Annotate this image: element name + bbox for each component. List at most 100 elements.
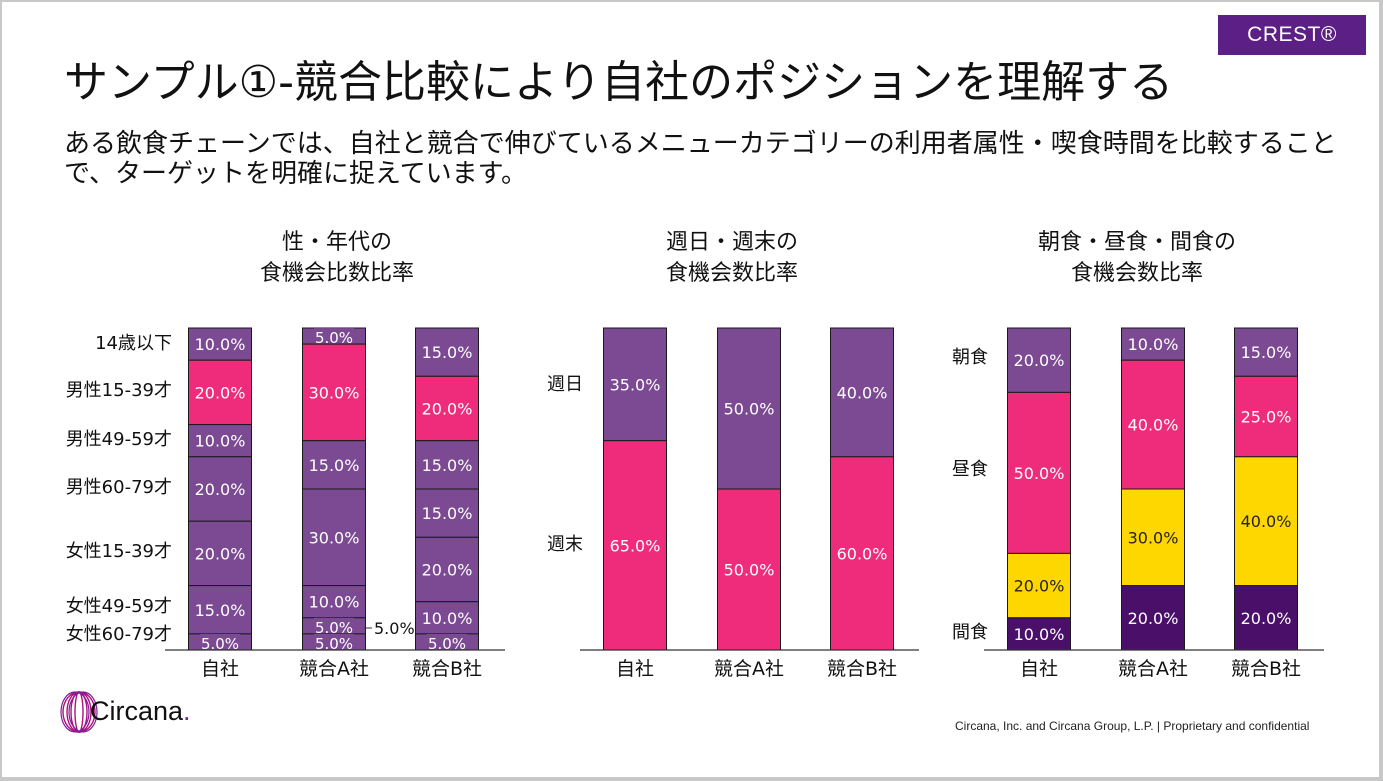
data-label: 15.0% xyxy=(195,601,246,620)
data-label: 65.0% xyxy=(610,536,661,555)
legend-label: 男性49-59才 xyxy=(66,429,172,450)
data-label: 10.0% xyxy=(1128,335,1179,354)
data-label: 10.0% xyxy=(1014,625,1065,644)
chart-title-weekday: 週日・週末の 食機会数比率 xyxy=(602,228,862,290)
data-label: 20.0% xyxy=(1241,609,1292,628)
data-label: 25.0% xyxy=(1241,408,1292,427)
crest-badge: CREST® xyxy=(1218,15,1366,55)
bar-segment xyxy=(603,327,667,442)
legend-label: 男性15-39才 xyxy=(66,380,172,401)
data-label: 50.0% xyxy=(724,561,775,580)
legend-label: 昼食 xyxy=(952,459,988,480)
data-label: 30.0% xyxy=(309,383,360,402)
legend-label: 間食 xyxy=(952,622,988,643)
bar-segment xyxy=(603,440,667,651)
bar-segment xyxy=(415,375,479,442)
data-label: 50.0% xyxy=(724,400,775,419)
data-label: 40.0% xyxy=(837,383,888,402)
data-label: 10.0% xyxy=(195,335,246,354)
data-label: 20.0% xyxy=(422,400,473,419)
data-label: 50.0% xyxy=(1014,464,1065,483)
data-label: 20.0% xyxy=(195,544,246,563)
bar-segment xyxy=(188,520,252,587)
bar-segment xyxy=(1007,391,1071,554)
bar-segment xyxy=(1007,327,1071,393)
data-label: 5.0% xyxy=(315,329,353,347)
data-label: 60.0% xyxy=(837,544,888,563)
legend-label: 女性15-39才 xyxy=(66,541,172,562)
data-label: 10.0% xyxy=(422,609,473,628)
bar-segment xyxy=(188,327,252,361)
slide-subtitle: ある飲食チェーンでは、自社と競合で伸びているメニューカテゴリーの利用者属性・喫食… xyxy=(64,129,1337,189)
legend-label: 女性49-59才 xyxy=(66,596,172,617)
data-label: 5.0% xyxy=(315,619,353,637)
bar-segment xyxy=(415,488,479,538)
chart-title-line: 性・年代の xyxy=(281,230,392,255)
data-label: 5.0% xyxy=(201,635,239,653)
category-tick-label: 競合A社 xyxy=(714,658,784,680)
bar-segment xyxy=(830,327,894,458)
data-label-bg xyxy=(314,617,354,634)
data-label: 15.0% xyxy=(309,456,360,475)
bar-segment xyxy=(1007,617,1071,651)
chart-title-demographics: 性・年代の 食機会比数比率 xyxy=(202,228,472,290)
circana-logo-icon xyxy=(60,691,98,733)
footer-note: Proprietary and confidential xyxy=(1163,719,1310,733)
bar-segment xyxy=(302,488,366,587)
bar-segment xyxy=(415,440,479,490)
bar-segment xyxy=(415,601,479,635)
bar-segment xyxy=(1234,327,1298,377)
data-label-bg xyxy=(314,633,354,650)
data-label: 10.0% xyxy=(309,593,360,612)
data-label-bg xyxy=(314,328,354,345)
data-label-bg xyxy=(200,633,240,650)
bar-segment xyxy=(302,440,366,490)
chart-title-line: 食機会比数比率 xyxy=(259,260,414,286)
bar-segment xyxy=(188,359,252,426)
data-label: 20.0% xyxy=(195,383,246,402)
chart-title-line: 食機会数比率 xyxy=(1070,260,1203,286)
footer-company: Circana, Inc. and Circana Group, L.P. | xyxy=(955,719,1161,733)
data-label: 15.0% xyxy=(422,343,473,362)
category-tick-label: 自社 xyxy=(1020,658,1058,680)
bar-segment xyxy=(1121,585,1185,651)
legend-label: 女性60-79才 xyxy=(66,624,172,645)
data-label: 10.0% xyxy=(195,432,246,451)
legend-label: 週末 xyxy=(547,534,583,555)
chart-title-line: 食機会数比率 xyxy=(665,260,798,286)
bar-segment xyxy=(830,456,894,651)
category-tick-label: 自社 xyxy=(616,658,654,680)
data-label: 5.0% xyxy=(315,635,353,653)
legend-label: 週日 xyxy=(547,374,583,395)
chart-title-line: 週日・週末の xyxy=(665,230,798,255)
circana-wordmark: Circana. xyxy=(90,696,191,727)
data-label: 30.0% xyxy=(1128,528,1179,547)
data-label: 35.0% xyxy=(610,375,661,394)
legend-label: 男性60-79才 xyxy=(66,477,172,498)
data-label: 20.0% xyxy=(195,480,246,499)
legend-label: 14歳以下 xyxy=(95,333,172,354)
legend-label: 朝食 xyxy=(952,347,988,368)
chart-title-line: 朝食・昼食・間食の xyxy=(1037,230,1236,255)
category-tick-label: 競合B社 xyxy=(1231,658,1301,680)
logo-dot: . xyxy=(183,696,191,726)
data-label: 20.0% xyxy=(422,561,473,580)
category-tick-label: 競合B社 xyxy=(827,658,897,680)
data-label: 20.0% xyxy=(1014,351,1065,370)
data-label: 40.0% xyxy=(1128,416,1179,435)
bar-segment xyxy=(415,536,479,603)
logo-text: Circana xyxy=(90,696,184,726)
category-tick-label: 競合A社 xyxy=(299,658,369,680)
bar-segment xyxy=(1121,488,1185,587)
data-label: 20.0% xyxy=(1014,577,1065,596)
category-tick-label: 競合A社 xyxy=(1118,658,1188,680)
bar-segment xyxy=(717,488,781,651)
callout-label: 5.0% xyxy=(374,619,415,638)
data-label: 40.0% xyxy=(1241,512,1292,531)
chart-title-mealtime: 朝食・昼食・間食の 食機会数比率 xyxy=(992,228,1282,290)
data-label: 15.0% xyxy=(1241,343,1292,362)
data-label: 15.0% xyxy=(422,456,473,475)
data-label: 20.0% xyxy=(1128,609,1179,628)
